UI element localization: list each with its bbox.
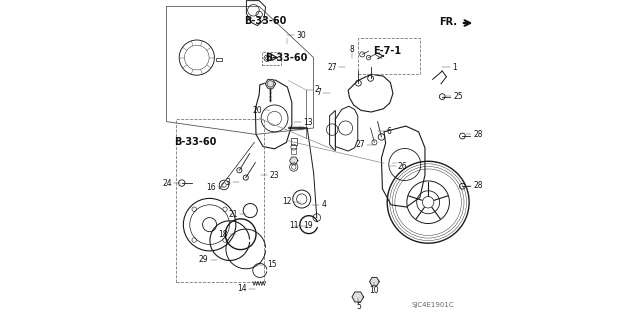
Text: 13: 13 [304, 118, 314, 127]
Text: 3: 3 [226, 178, 231, 187]
Text: FR.: FR. [440, 17, 458, 28]
Text: 7: 7 [316, 88, 321, 97]
Text: 14: 14 [237, 284, 246, 293]
Text: 24: 24 [163, 179, 172, 188]
Text: 28: 28 [474, 181, 483, 190]
Text: 20: 20 [252, 106, 262, 115]
Text: 4: 4 [321, 200, 326, 209]
Text: 12: 12 [283, 197, 292, 206]
Text: 16: 16 [206, 183, 216, 192]
Text: 5: 5 [356, 302, 361, 311]
Text: 6: 6 [387, 127, 392, 136]
Text: B-33-60: B-33-60 [244, 16, 287, 26]
Polygon shape [265, 79, 275, 88]
Text: 26: 26 [398, 162, 408, 171]
Polygon shape [370, 277, 380, 286]
Text: 1: 1 [452, 63, 456, 72]
Text: 30: 30 [297, 31, 307, 40]
Text: 2: 2 [315, 85, 319, 94]
Text: 11: 11 [289, 221, 298, 230]
Polygon shape [352, 292, 364, 302]
Polygon shape [290, 157, 298, 164]
Text: 27: 27 [327, 63, 337, 72]
Text: 23: 23 [269, 171, 279, 180]
Text: 28: 28 [474, 130, 483, 139]
Text: 25: 25 [453, 92, 463, 100]
Text: 15: 15 [268, 260, 277, 269]
Text: B-33-60: B-33-60 [265, 52, 308, 63]
Text: 27: 27 [355, 140, 365, 149]
Text: 8: 8 [349, 45, 355, 54]
Text: SJC4E1901C: SJC4E1901C [412, 302, 454, 308]
Text: 21: 21 [228, 210, 238, 219]
Text: 10: 10 [369, 286, 379, 295]
Text: 19: 19 [303, 221, 313, 230]
Text: 29: 29 [198, 255, 209, 264]
Text: E-7-1: E-7-1 [373, 46, 401, 56]
Text: B-33-60: B-33-60 [174, 137, 216, 148]
Text: 18: 18 [218, 230, 228, 239]
